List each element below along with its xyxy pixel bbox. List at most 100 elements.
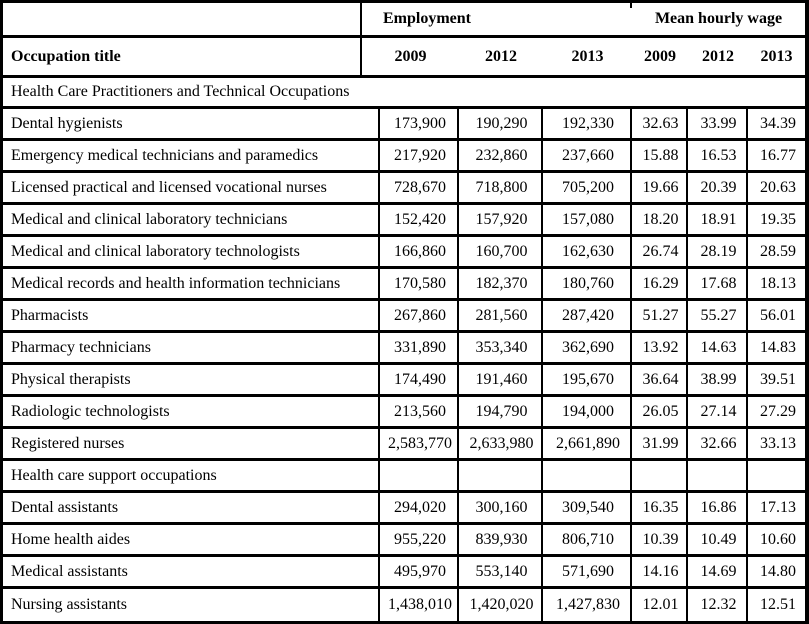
employment-group-header: Employment: [383, 10, 471, 27]
employment-2012-value: 353,340: [459, 333, 543, 362]
employment-2009-value: 2,583,770: [380, 429, 459, 458]
wage-2013-value: 12.51: [760, 596, 796, 613]
employment-2013-value: 180,760: [543, 269, 632, 298]
table-row: Medical records and health information t…: [3, 269, 805, 301]
wage-2012-value: 38.99: [688, 365, 748, 394]
employment-2009-value: 173,900: [380, 109, 459, 138]
empty-cell: [748, 461, 805, 490]
wage-2009-value: 31.99: [632, 429, 688, 458]
section-label: Health Care Practitioners and Technical …: [11, 83, 350, 100]
employment-2012-value: 182,370: [459, 269, 543, 298]
employment-2009-value: 213,560: [380, 397, 459, 426]
employment-2013-value: 237,660: [543, 141, 632, 170]
employment-2012-value: 157,920: [459, 205, 543, 234]
wage-2012-value: 14.69: [688, 557, 748, 586]
occupation-title-cell: Home health aides: [3, 525, 380, 554]
employment-2012-value: 160,700: [459, 237, 543, 266]
employment-year-2009-header: 2009: [394, 47, 427, 65]
table-row: Pharmacists 267,860 281,560 287,420 51.27 55.…: [3, 301, 805, 333]
table-row: Registered nurses 2,583,770 2,633,980 2,661…: [3, 429, 805, 461]
employment-2012-value: 2,633,980: [459, 429, 543, 458]
empty-cell: [459, 461, 543, 490]
employment-2009-value: 955,220: [380, 525, 459, 554]
wage-2013-value: 39.51: [760, 370, 796, 388]
employment-2012-value: 190,290: [459, 109, 543, 138]
wage-2012-value: 16.86: [688, 493, 748, 522]
occupation-title-cell: Medical and clinical laboratory technolo…: [3, 237, 380, 266]
wage-2013-value: 18.13: [760, 274, 796, 292]
employment-2013-value: 806,710: [543, 525, 632, 554]
table-row: Medical assistants 495,970 553,140 571,690 1…: [3, 557, 805, 589]
table-row: Medical and clinical laboratory technici…: [3, 205, 805, 237]
employment-year-2012-header: 2012: [485, 47, 517, 65]
column-header-row: Occupation title 2009 2012 2013 2009 201…: [3, 38, 805, 78]
table-row: Radiologic technologists 213,560 194,790 19…: [3, 397, 805, 429]
occupation-title-cell: Registered nurses: [3, 429, 380, 458]
occupation-title-cell: Nursing assistants: [3, 589, 380, 621]
employment-2012-value: 191,460: [459, 365, 543, 394]
employment-2013-value: 362,690: [543, 333, 632, 362]
employment-2009-value: 495,970: [380, 557, 459, 586]
group-header-row: Employment Mean hourly wage: [3, 3, 805, 38]
wage-2009-value: 32.63: [632, 109, 688, 138]
employment-2009-value: 174,490: [380, 365, 459, 394]
employment-2012-value: 553,140: [459, 557, 543, 586]
employment-2009-value: 170,580: [380, 269, 459, 298]
occupation-title-cell: Medical and clinical laboratory technici…: [3, 205, 380, 234]
occupation-title-cell: Licensed practical and licensed vocation…: [3, 173, 380, 202]
wage-2009-value: 36.64: [632, 365, 688, 394]
wage-2013-value: 19.35: [760, 210, 796, 228]
table-row: Dental hygienists 173,900 190,290 192,330 32…: [3, 109, 805, 141]
wage-2013-value: 14.83: [760, 338, 796, 356]
wage-2013-value: 17.13: [760, 498, 796, 516]
occupation-title-cell: Medical assistants: [3, 557, 380, 586]
occupation-title-header: Occupation title: [3, 38, 362, 75]
empty-cell: [632, 461, 688, 490]
wage-2009-value: 26.74: [632, 237, 688, 266]
table-row: Home health aides 955,220 839,930 806,710 10…: [3, 525, 805, 557]
wage-2013-value: 56.01: [760, 306, 796, 324]
employment-2009-value: 217,920: [380, 141, 459, 170]
employment-2012-value: 300,160: [459, 493, 543, 522]
empty-cell: [380, 461, 459, 490]
occupation-title-cell: Pharmacy technicians: [3, 333, 380, 362]
occupation-title-cell: Medical records and health information t…: [3, 269, 380, 298]
wage-2013-value: 16.77: [760, 146, 796, 164]
wage-2009-value: 14.16: [632, 557, 688, 586]
employment-2009-value: 728,670: [380, 173, 459, 202]
wage-2012-value: 28.19: [688, 237, 748, 266]
wage-2012-value: 16.53: [688, 141, 748, 170]
wage-2012-value: 27.14: [688, 397, 748, 426]
wage-2013-value: 28.59: [760, 242, 796, 260]
table-row: Dental assistants 294,020 300,160 309,540 16…: [3, 493, 805, 525]
occupation-title-cell: Dental assistants: [3, 493, 380, 522]
employment-2012-value: 281,560: [459, 301, 543, 330]
employment-2013-value: 157,080: [543, 205, 632, 234]
employment-2013-value: 2,661,890: [543, 429, 632, 458]
employment-2012-value: 718,800: [459, 173, 543, 202]
employment-2013-value: 705,200: [543, 173, 632, 202]
employment-year-2013-header: 2013: [571, 47, 604, 65]
table-row: Emergency medical technicians and parame…: [3, 141, 805, 173]
table-row: Physical therapists 174,490 191,460 195,670…: [3, 365, 805, 397]
wage-year-2009-header: 2009: [644, 47, 676, 65]
occupation-title-cell: Physical therapists: [3, 365, 380, 394]
wage-year-2012-header: 2012: [702, 47, 734, 65]
wage-2009-value: 16.29: [632, 269, 688, 298]
employment-2013-value: 1,427,830: [543, 589, 632, 621]
wage-2009-value: 51.27: [632, 301, 688, 330]
wage-group-header: Mean hourly wage: [654, 10, 783, 27]
wage-2012-value: 17.68: [688, 269, 748, 298]
wage-2012-value: 12.32: [688, 589, 748, 621]
wage-year-2013-header: 2013: [760, 47, 793, 65]
wage-2013-value: 27.29: [760, 402, 796, 420]
wage-2009-value: 10.39: [632, 525, 688, 554]
section-row: Health Care Practitioners and Technical …: [3, 78, 805, 109]
table-row: Licensed practical and licensed vocation…: [3, 173, 805, 205]
wage-2013-value: 20.63: [760, 178, 796, 196]
employment-2013-value: 162,630: [543, 237, 632, 266]
wage-2009-value: 16.35: [632, 493, 688, 522]
table-row: Medical and clinical laboratory technolo…: [3, 237, 805, 269]
wage-2009-value: 15.88: [632, 141, 688, 170]
